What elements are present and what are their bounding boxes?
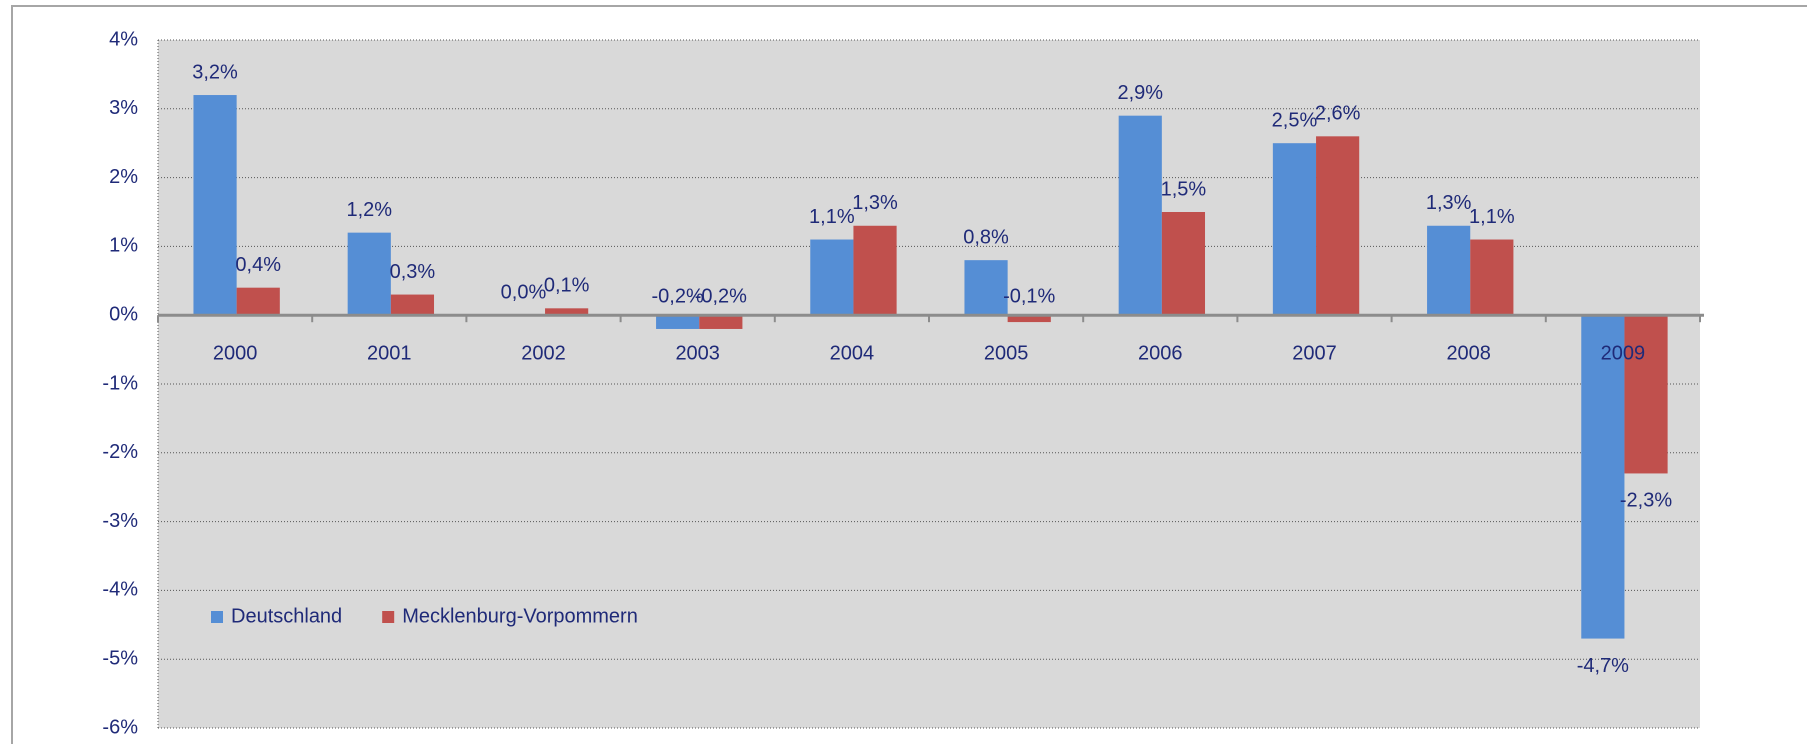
y-tick-label: 3% (109, 97, 138, 119)
value-label: 1,2% (346, 199, 392, 221)
bar (545, 308, 589, 316)
bar (1581, 315, 1625, 639)
bar (1427, 225, 1471, 316)
legend-label: Mecklenburg-Vorpommern (402, 605, 638, 627)
value-label: 0,0% (501, 281, 547, 303)
x-tick-label: 2003 (675, 342, 720, 364)
value-label: 3,2% (192, 61, 238, 83)
y-tick-label: -5% (102, 647, 138, 669)
x-tick-label: 2002 (521, 342, 566, 364)
bar (1118, 115, 1162, 316)
x-tick-label: 2000 (213, 342, 258, 364)
x-tick-label: 2007 (1292, 342, 1337, 364)
bar (1470, 239, 1514, 316)
x-tick-label: 2005 (984, 342, 1029, 364)
bar (1316, 136, 1360, 316)
bar (853, 225, 897, 316)
value-label: 1,1% (1469, 206, 1515, 228)
x-tick-label: 2004 (830, 342, 875, 364)
y-tick-label: -6% (102, 716, 138, 738)
y-tick-label: -4% (102, 579, 138, 601)
bar (390, 294, 435, 316)
value-label: 1,5% (1161, 178, 1207, 200)
y-tick-label: 0% (109, 303, 138, 325)
bar (193, 95, 237, 316)
value-label: 0,8% (963, 226, 1009, 248)
bar (699, 315, 743, 329)
y-tick-label: 2% (109, 166, 138, 188)
bar (810, 239, 854, 316)
bar (1272, 143, 1317, 316)
legend-label: Deutschland (231, 605, 342, 627)
x-tick-label: 2006 (1138, 342, 1183, 364)
bar (1007, 315, 1051, 323)
value-label: 0,4% (235, 254, 281, 276)
value-label: -4,7% (1577, 655, 1629, 677)
value-label: 1,1% (809, 206, 855, 228)
legend-swatch (211, 611, 223, 623)
bar (236, 287, 280, 316)
y-tick-label: 1% (109, 235, 138, 257)
y-tick-label: 4% (109, 28, 138, 50)
value-label: -2,3% (1620, 490, 1672, 512)
value-label: 0,1% (544, 275, 590, 297)
value-label: -0,1% (1003, 285, 1055, 307)
y-tick-label: -2% (102, 441, 138, 463)
x-tick-label: 2008 (1446, 342, 1491, 364)
bar (964, 260, 1008, 316)
bar (1161, 212, 1206, 316)
value-label: -0,2% (652, 285, 704, 307)
x-tick-label: 2001 (367, 342, 412, 364)
value-label: -0,2% (695, 285, 747, 307)
value-label: 1,3% (852, 192, 898, 214)
bar (347, 232, 391, 316)
value-label: 2,5% (1272, 109, 1318, 131)
bar (656, 315, 700, 329)
value-label: 0,3% (390, 261, 436, 283)
bar (1624, 315, 1668, 474)
y-tick-label: -3% (102, 510, 138, 532)
value-label: 2,9% (1117, 82, 1163, 104)
value-label: 1,3% (1426, 192, 1472, 214)
y-tick-label: -1% (102, 372, 138, 394)
x-tick-label: 2009 (1601, 342, 1646, 364)
value-label: 2,6% (1315, 103, 1361, 125)
legend-swatch (382, 611, 395, 623)
